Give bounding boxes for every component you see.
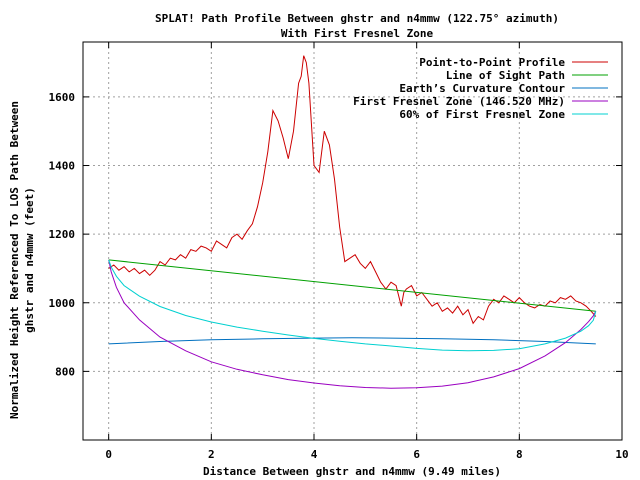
x-tick-label: 0	[105, 448, 112, 461]
legend-label-2: Line of Sight Path	[446, 69, 565, 82]
y-tick-label: 1200	[49, 228, 76, 241]
series-line-1	[108, 55, 597, 325]
x-axis-label: Distance Between ghstr and n4mmw (9.49 m…	[203, 465, 501, 478]
series-line-5	[108, 259, 597, 352]
plot-frame	[82, 41, 623, 441]
series-line-3	[108, 337, 596, 345]
chart-title: SPLAT! Path Profile Between ghstr and n4…	[155, 12, 559, 25]
legend-label-5: 60% of First Fresnel Zone	[399, 108, 565, 121]
series-lines	[108, 55, 597, 389]
y-tick-label: 800	[55, 365, 75, 378]
chart-subtitle: With First Fresnel Zone	[281, 27, 434, 40]
series-line-4	[108, 259, 597, 389]
y-tick-label: 1600	[49, 91, 76, 104]
y-axis-label-line1: Normalized Height Referenced To LOS Path…	[8, 101, 21, 419]
legend-label-1: Point-to-Point Profile	[419, 56, 565, 69]
x-tick-label: 4	[311, 448, 318, 461]
x-tick-label: 6	[413, 448, 420, 461]
grid-lines	[83, 42, 622, 440]
y-tick-label: 1400	[49, 160, 76, 173]
axis-ticks: 0 2 4 6 8 10 800 1000 1200 1400 1600	[49, 42, 629, 461]
y-axis-label-line2: ghstr and n4mmw (feet)	[23, 187, 36, 333]
y-tick-label: 1000	[49, 297, 76, 310]
x-tick-label: 10	[615, 448, 628, 461]
legend-label-4: First Fresnel Zone (146.520 MHz)	[353, 95, 565, 108]
legend-label-3: Earth’s Curvature Contour	[399, 82, 565, 95]
x-tick-label: 2	[208, 448, 215, 461]
x-tick-label: 8	[516, 448, 523, 461]
series-line-2	[108, 259, 596, 312]
